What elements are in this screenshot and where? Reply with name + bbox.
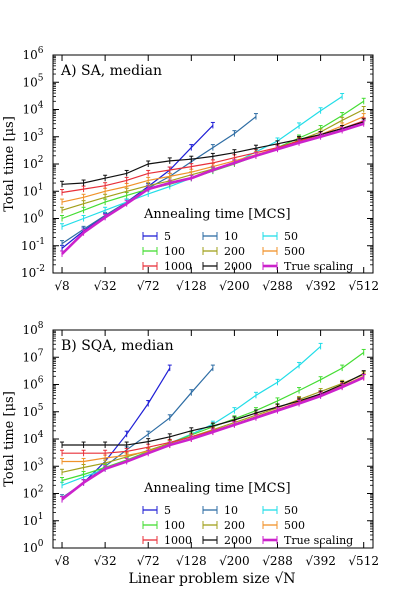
panel-b-y-tick-exponent: 3	[38, 457, 44, 467]
x-axis-label: Linear problem size √N	[128, 571, 295, 587]
panel-b-x-tick-label: √288	[262, 554, 293, 568]
panel-b-y-tick-label: 107	[22, 348, 43, 364]
panel-b-series-line-1	[61, 367, 214, 499]
panel-b-legend-label: 10	[224, 504, 238, 517]
panel-b-plot-frame	[52, 329, 374, 549]
panel-a-legend-title: Annealing time [MCS]	[143, 207, 291, 222]
panel-b-legend-label: 1000	[164, 534, 192, 547]
panel-b-legend-label: 100	[164, 519, 185, 532]
panel-b-legend-label: 200	[224, 519, 245, 532]
panel-b-series-line-3	[61, 352, 365, 482]
panel-a-y-tick-exponent: 2	[38, 155, 44, 165]
panel-a-y-tick-exponent: 5	[38, 73, 44, 83]
panel-a-y-tick-label: 100	[22, 210, 43, 226]
panel-b-x-tick-label: √392	[305, 554, 336, 568]
panel-b-y-axis-label: Total time [μs]	[2, 391, 17, 487]
panel-a-y-tick-label: 102	[22, 155, 43, 171]
panel-a-y-tick-label: 105	[22, 73, 43, 89]
panel-a-series-line-8	[61, 122, 365, 255]
panel-b-legend-label: 50	[284, 504, 298, 517]
panel-a-x-tick-label: √288	[262, 279, 293, 293]
panel-b-y-tick-exponent: 7	[38, 348, 44, 358]
panel-a-x-tick-label: √32	[94, 279, 117, 293]
panel-b-panel-title: B) SQA, median	[61, 338, 174, 354]
panel-b-y-tick-label: 106	[22, 376, 43, 392]
panel-a-y-tick-label: 10-2	[21, 264, 45, 280]
panel-a-legend-label: True scaling	[284, 260, 353, 273]
panel-a-y-tick-exponent: 6	[38, 46, 44, 56]
panel-b-y-tick-exponent: 8	[38, 321, 44, 331]
panel-b-x-tick-label: √32	[94, 554, 117, 568]
panel-a-series-line-1	[61, 116, 257, 245]
panel-a-y-tick-exponent: 1	[38, 182, 44, 192]
panel-a-legend-label: 200	[224, 245, 245, 258]
panel-b-y-tick-exponent: 0	[38, 539, 44, 549]
panel-a-legend-label: 50	[284, 230, 298, 243]
panel-a-x-tick-label: √392	[305, 279, 336, 293]
panel-a-y-tick-exponent: -2	[36, 264, 45, 274]
panel-b-x-tick-label: √200	[219, 554, 250, 568]
panel-a-y-tick-label: 106	[22, 46, 43, 62]
panel-b-legend-label: 2000	[224, 534, 252, 547]
panel-a-legend-label: 500	[284, 245, 305, 258]
panel-b-x-tick-label: √512	[348, 554, 379, 568]
panel-a-y-tick-exponent: 4	[38, 101, 44, 111]
panel-a-x-tick-label: √512	[348, 279, 379, 293]
panel-b-y-tick-label: 101	[22, 512, 43, 528]
panel-b-y-tick-label: 102	[22, 485, 43, 501]
panel-b-y-tick-label: 108	[22, 321, 43, 337]
panel-b-legend-title: Annealing time [MCS]	[143, 481, 291, 496]
panel-b-y-tick-label: 100	[22, 539, 43, 555]
panel-a-y-tick-label: 10-1	[21, 237, 45, 253]
panel-b-series-line-5	[62, 375, 364, 463]
panel-a-y-tick-label: 101	[22, 182, 43, 198]
panel-a-y-tick-label: 104	[22, 101, 43, 117]
panel-a-legend-label: 1000	[164, 260, 192, 273]
panel-b-legend-label: 500	[284, 519, 305, 532]
panel-b-y-tick-label: 105	[22, 403, 43, 419]
panel-a-y-tick-exponent: -1	[36, 237, 45, 247]
panel-a-y-tick-exponent: 3	[38, 128, 44, 138]
panel-b-y-tick-exponent: 1	[38, 512, 44, 522]
panel-a-legend-label: 100	[164, 245, 185, 258]
panel-a-x-tick-label: √8	[54, 279, 69, 293]
panel-a-legend-label: 5	[164, 230, 171, 243]
panel-b-y-tick-label: 103	[22, 457, 43, 473]
panel-b-x-tick-label: √128	[176, 554, 207, 568]
panel-b-y-tick-label: 104	[22, 430, 43, 446]
panel-a-x-tick-label: √200	[219, 279, 250, 293]
panel-b-legend-label: True scaling	[284, 534, 353, 547]
panel-b-x-tick-label: √8	[54, 554, 69, 568]
panel-b-x-tick-label: √72	[137, 554, 160, 568]
panel-b-legend-label: 5	[164, 504, 171, 517]
panel-a-legend-label: 2000	[224, 260, 252, 273]
panel-a-x-tick-label: √128	[176, 279, 207, 293]
panel-a-y-tick-label: 103	[22, 128, 43, 144]
panel-b-y-tick-exponent: 6	[38, 376, 44, 386]
panel-a-y-tick-exponent: 0	[38, 210, 44, 220]
panel-a-panel-title: A) SA, median	[60, 63, 162, 79]
panel-b-series-line-6	[62, 376, 364, 454]
panel-b-y-tick-exponent: 5	[38, 403, 44, 413]
panel-a-x-tick-label: √72	[137, 279, 160, 293]
panel-b-y-tick-exponent: 2	[38, 485, 44, 495]
panel-a-series-line-0	[61, 124, 214, 249]
panel-a-legend-label: 10	[224, 230, 238, 243]
panel-a-y-axis-label: Total time [μs]	[2, 116, 17, 212]
panel-b-y-tick-exponent: 4	[38, 430, 44, 440]
